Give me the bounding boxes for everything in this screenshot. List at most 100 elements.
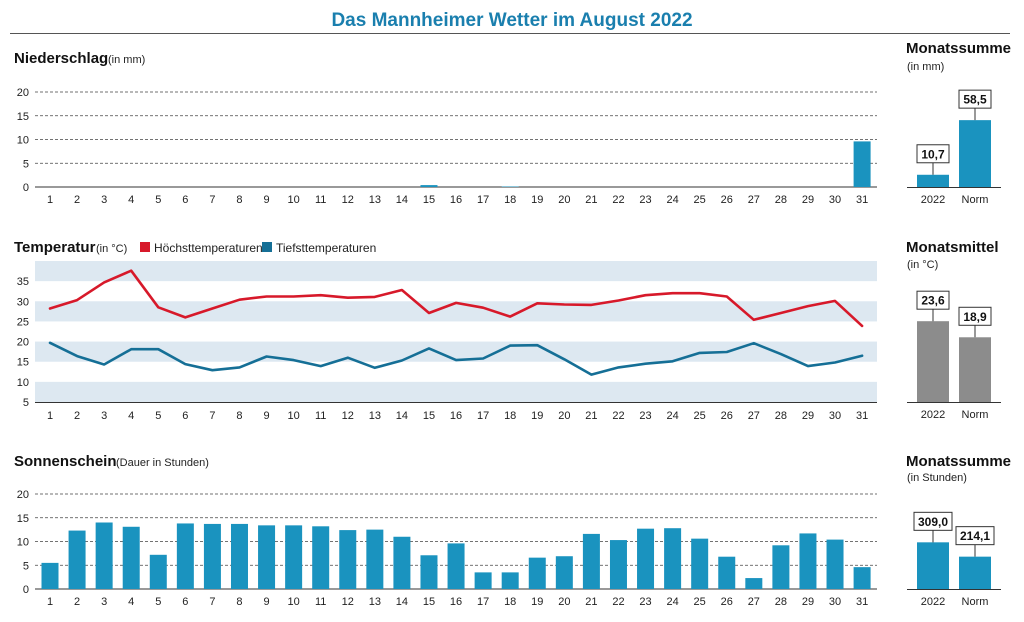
temp-summary-bar xyxy=(959,337,991,402)
sun-bar xyxy=(339,530,357,589)
temp-y-tick: 15 xyxy=(17,357,29,369)
sun-bar xyxy=(637,528,655,589)
temp-x-tick: 26 xyxy=(721,410,733,422)
temp-x-tick: 9 xyxy=(263,410,269,422)
rain-summary-bar xyxy=(959,120,991,187)
sun-y-tick: 0 xyxy=(23,584,29,596)
temp-y-ticks: 5 10 15 20 25 30 35 xyxy=(17,276,29,409)
sun-bar xyxy=(176,523,194,589)
sun-y-tick: 20 xyxy=(17,489,29,501)
rain-x-tick: 13 xyxy=(369,194,381,206)
sun-x-tick: 29 xyxy=(802,596,814,608)
rain-x-tick: 28 xyxy=(775,194,787,206)
sun-bar xyxy=(122,526,140,589)
rain-x-tick: 29 xyxy=(802,194,814,206)
rain-x-tick: 15 xyxy=(423,194,435,206)
sun-bar xyxy=(95,522,113,589)
temp-bands xyxy=(35,261,877,403)
rain-bar xyxy=(420,185,438,187)
sun-x-tick: 18 xyxy=(504,596,516,608)
sun-x-tick: 7 xyxy=(209,596,215,608)
sun-bar xyxy=(312,526,330,589)
sun-bar xyxy=(799,533,817,589)
temp-x-tick: 13 xyxy=(369,410,381,422)
temp-y-tick: 30 xyxy=(17,296,29,308)
rain-summary-title: Monatssumme xyxy=(906,40,1011,57)
temp-panel: Temperatur (in °C) Höchsttemperaturen Ti… xyxy=(14,239,877,422)
temp-band xyxy=(35,261,877,282)
temp-unit: (in °C) xyxy=(96,243,127,255)
temp-x-tick: 4 xyxy=(128,410,134,422)
temp-x-tick: 27 xyxy=(748,410,760,422)
rain-y-tick: 15 xyxy=(17,111,29,123)
temp-x-tick: 6 xyxy=(182,410,188,422)
sun-y-tick: 10 xyxy=(17,537,29,549)
temp-x-tick: 5 xyxy=(155,410,161,422)
sun-x-tick: 22 xyxy=(612,596,624,608)
temp-summary-value-label: 18,9 xyxy=(963,310,987,324)
sun-bar xyxy=(772,545,790,589)
temp-summary-label-box xyxy=(916,290,950,310)
temp-x-tick: 7 xyxy=(209,410,215,422)
sun-summary-label-box xyxy=(913,511,953,531)
sun-y-tick: 5 xyxy=(23,560,29,572)
sun-x-tick: 4 xyxy=(128,596,134,608)
temp-summary-value-label: 23,6 xyxy=(921,294,945,308)
temp-x-tick: 22 xyxy=(612,410,624,422)
temp-y-tick: 10 xyxy=(17,377,29,389)
rain-x-tick: 25 xyxy=(694,194,706,206)
temp-title: Temperatur xyxy=(14,239,96,256)
rain-x-tick: 20 xyxy=(558,194,570,206)
rain-x-tick: 12 xyxy=(342,194,354,206)
sun-x-tick: 19 xyxy=(531,596,543,608)
low-temp-line xyxy=(48,341,864,376)
temp-x-tick: 14 xyxy=(396,410,408,422)
temp-x-tick: 2 xyxy=(74,410,80,422)
sun-bar xyxy=(664,528,682,589)
rain-summary-label-box xyxy=(958,89,992,109)
temp-summary-category-label: 2022 xyxy=(921,409,945,421)
sun-x-tick: 23 xyxy=(639,596,651,608)
rain-summary-category-label: 2022 xyxy=(921,194,945,206)
temp-summary-unit: (in °C) xyxy=(907,259,938,271)
sun-y-ticks: 0 5 10 15 20 xyxy=(17,489,29,596)
rain-x-tick: 31 xyxy=(856,194,868,206)
sun-x-tick: 3 xyxy=(101,596,107,608)
sun-x-tick: 27 xyxy=(748,596,760,608)
sun-x-tick: 2 xyxy=(74,596,80,608)
sun-x-tick: 31 xyxy=(856,596,868,608)
temp-x-tick: 12 xyxy=(342,410,354,422)
temp-x-tick: 8 xyxy=(236,410,242,422)
rain-x-tick: 6 xyxy=(182,194,188,206)
rain-x-tick: 18 xyxy=(504,194,516,206)
rain-x-tick: 30 xyxy=(829,194,841,206)
temp-summary-title: Monatsmittel xyxy=(906,239,999,256)
sun-bar xyxy=(393,536,411,589)
sun-bar xyxy=(285,525,303,589)
rain-y-tick: 0 xyxy=(23,182,29,194)
rain-summary-value-label: 58,5 xyxy=(963,93,987,107)
sun-bar xyxy=(258,525,276,589)
sun-bar xyxy=(745,578,763,589)
sun-panel: Sonnenschein (Dauer in Stunden) 05101520… xyxy=(14,453,877,608)
temp-x-tick: 18 xyxy=(504,410,516,422)
sun-x-tick: 21 xyxy=(585,596,597,608)
sun-bar xyxy=(366,529,384,589)
temp-x-tick: 1 xyxy=(47,410,53,422)
temp-x-tick: 25 xyxy=(694,410,706,422)
temp-x-tick: 31 xyxy=(856,410,868,422)
sun-x-tick: 15 xyxy=(423,596,435,608)
sun-x-tick: 6 xyxy=(182,596,188,608)
sun-x-tick: 26 xyxy=(721,596,733,608)
rain-x-tick: 16 xyxy=(450,194,462,206)
rain-summary: Monatssumme (in mm) 10,7 2022 58,5 Norm xyxy=(906,40,1011,206)
sun-x-tick: 17 xyxy=(477,596,489,608)
rain-x-tick: 19 xyxy=(531,194,543,206)
legend-label-high: Höchsttemperaturen xyxy=(154,241,263,255)
legend-swatch-low xyxy=(262,242,272,252)
sun-bar xyxy=(826,539,844,589)
temp-y-tick: 5 xyxy=(23,397,29,409)
rain-x-tick: 9 xyxy=(263,194,269,206)
rain-x-tick: 2 xyxy=(74,194,80,206)
sun-bar xyxy=(68,530,86,589)
